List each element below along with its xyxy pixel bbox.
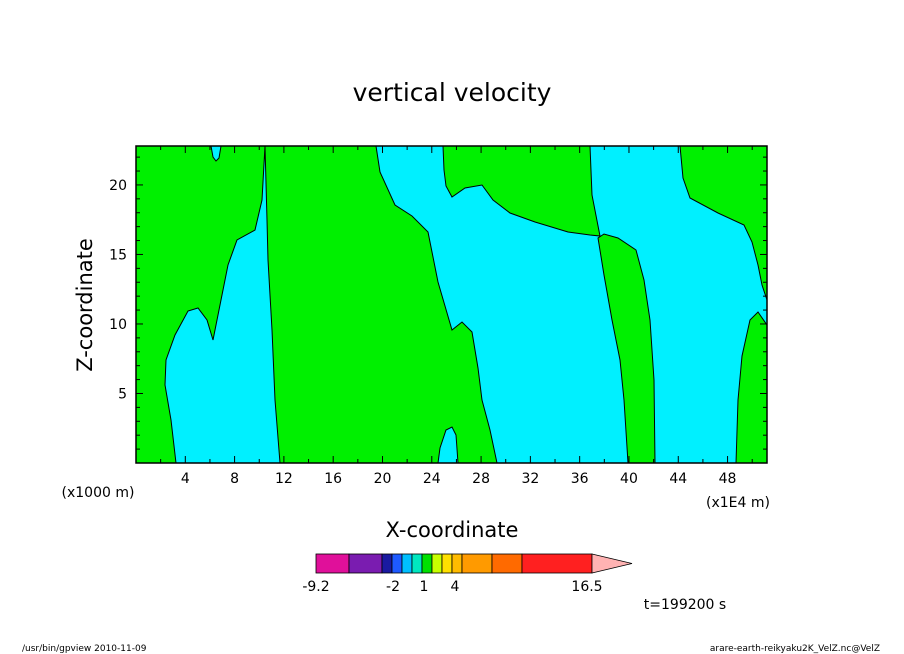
y-tick-label: 15: [109, 247, 127, 263]
y-tick-label: 5: [118, 386, 127, 402]
x-tick-label: 36: [571, 471, 589, 487]
colorbar-label: -9.2: [302, 579, 329, 595]
x-tick-label: 12: [275, 471, 293, 487]
y-tick-label: 20: [109, 178, 127, 194]
x-unit-right: (x1E4 m): [706, 495, 770, 511]
x-axis: 4 8 12 16 20 24 28 32 36 40 44 48: [160, 146, 753, 487]
colorbar-segment: [381, 553, 393, 574]
time-label: t=199200 s: [644, 597, 726, 613]
colorbar-segment: [401, 553, 413, 574]
colorbar-label: -2: [386, 579, 400, 595]
colorbar-segment: [391, 553, 403, 574]
x-tick-label: 28: [472, 471, 490, 487]
colorbar-segment: [451, 553, 463, 574]
colorbar-segment: [348, 553, 383, 574]
colorbar-segment: [315, 553, 350, 574]
colorbar-segment: [441, 553, 453, 574]
x-tick-label: 20: [374, 471, 392, 487]
colorbar-segment: [521, 553, 593, 574]
colorbar-segment: [461, 553, 493, 574]
colorbar-label: 4: [451, 579, 460, 595]
x-unit-left: (x1000 m): [62, 485, 135, 501]
colorbar-segment: [411, 553, 423, 574]
y-axis-label: Z-coordinate: [73, 238, 97, 372]
plot-area: [135, 145, 768, 464]
colorbar-labels: -9.2 -2 1 4 16.5: [302, 579, 602, 595]
x-tick-label: 4: [181, 471, 190, 487]
x-tick-label: 48: [719, 471, 737, 487]
footer-right: arare-earth-reikyaku2K_VelZ.nc@VelZ: [710, 644, 880, 654]
x-tick-label: 44: [669, 471, 687, 487]
x-tick-label: 40: [620, 471, 638, 487]
negative-region-1: [164, 145, 281, 464]
colorbar-segment: [421, 553, 433, 574]
colorbar-label: 1: [420, 579, 429, 595]
x-tick-label: 8: [230, 471, 239, 487]
y-tick-label: 10: [109, 317, 127, 333]
colorbar-label: 16.5: [571, 579, 602, 595]
negative-region-2: [375, 145, 768, 464]
x-tick-label: 24: [423, 471, 441, 487]
y-axis: 5 10 15 20: [109, 156, 767, 450]
x-tick-label: 16: [324, 471, 342, 487]
footer-left: /usr/bin/gpview 2010-11-09: [22, 644, 147, 654]
x-tick-label: 32: [521, 471, 539, 487]
colorbar-segment: [431, 553, 443, 574]
chart-title: vertical velocity: [353, 78, 552, 107]
colorbar-segment: [491, 553, 523, 574]
plot-frame: [135, 145, 768, 464]
x-axis-label: X-coordinate: [386, 518, 519, 542]
colorbar-extend-arrow: [591, 553, 633, 574]
colorbar: [315, 553, 633, 574]
